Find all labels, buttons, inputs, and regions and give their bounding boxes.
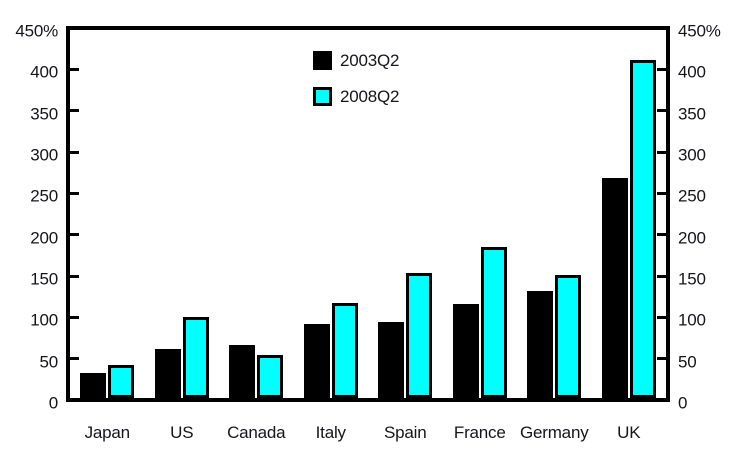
bar-2008q2-france xyxy=(480,247,507,398)
bar-2003q2-uk xyxy=(601,178,628,398)
x-axis-labels: Japan US Canada Italy Spain France Germany UK xyxy=(70,423,666,443)
x-axis-label-spain: Spain xyxy=(384,423,427,442)
y-axis-label-right: 250 xyxy=(678,186,706,206)
y-tick-right xyxy=(657,274,666,278)
y-axis-label-left: 250 xyxy=(30,186,58,206)
y-axis-label-left: 0 xyxy=(48,393,58,413)
bar-group-us xyxy=(145,30,220,398)
y-tick-left xyxy=(70,109,79,113)
bar-2008q2-germany xyxy=(555,275,582,398)
legend-label-2003q2: 2003Q2 xyxy=(340,51,400,70)
y-axis-label-left: 350 xyxy=(30,104,58,124)
y-tick-right xyxy=(657,150,666,154)
y-tick-left xyxy=(70,315,79,319)
x-axis-label-us: US xyxy=(170,423,194,442)
y-axis-label-left: 450% xyxy=(15,21,58,41)
bar-group-japan xyxy=(70,30,145,398)
y-tick-right xyxy=(657,315,666,319)
y-axis-label-right: 200 xyxy=(678,228,706,248)
y-axis-label-right: 350 xyxy=(678,104,706,124)
y-axis-label-left: 400 xyxy=(30,62,58,82)
bar-2008q2-italy xyxy=(331,303,358,398)
y-axis-label-right: 400 xyxy=(678,62,706,82)
bar-group-spain xyxy=(368,30,443,398)
y-tick-left xyxy=(70,150,79,154)
y-axis-label-left: 150 xyxy=(30,269,58,289)
y-tick-left xyxy=(70,191,79,195)
y-axis-label-right: 50 xyxy=(678,352,697,372)
y-axis-label-left: 50 xyxy=(39,352,58,372)
bar-2008q2-uk xyxy=(629,60,656,398)
y-axis-label-right: 300 xyxy=(678,145,706,165)
y-axis-label-right: 150 xyxy=(678,269,706,289)
legend-swatch-2008q2 xyxy=(313,87,332,106)
bar-2003q2-france xyxy=(452,304,479,398)
bar-2008q2-us xyxy=(182,317,209,398)
x-axis-label-germany: Germany xyxy=(519,423,589,442)
legend-item-2008q2: 2008Q2 xyxy=(313,87,399,106)
bar-2008q2-japan xyxy=(108,365,135,398)
bar-group-italy xyxy=(294,30,369,398)
y-axis-label-left: 200 xyxy=(30,228,58,248)
bar-2008q2-canada xyxy=(257,355,284,398)
bar-group-france xyxy=(443,30,518,398)
y-tick-right xyxy=(657,109,666,113)
bar-group-canada xyxy=(219,30,294,398)
bar-2008q2-spain xyxy=(406,273,433,398)
bar-2003q2-germany xyxy=(527,291,554,398)
y-tick-right xyxy=(657,233,666,237)
y-axis-label-right: 0 xyxy=(678,393,688,413)
y-tick-right xyxy=(657,67,666,71)
y-tick-left xyxy=(70,274,79,278)
y-axis-label-left: 100 xyxy=(30,310,58,330)
y-axis-label-right: 100 xyxy=(678,310,706,330)
bar-2003q2-spain xyxy=(378,322,405,398)
y-tick-left xyxy=(70,233,79,237)
legend-label-2008q2: 2008Q2 xyxy=(340,87,400,106)
x-axis-label-canada: Canada xyxy=(227,423,286,442)
y-tick-right xyxy=(657,357,666,361)
bar-2003q2-japan xyxy=(80,373,107,398)
y-tick-left xyxy=(70,67,79,71)
y-axis-label-left: 300 xyxy=(30,145,58,165)
legend: 2003Q2 2008Q2 xyxy=(313,51,399,106)
x-axis-label-italy: Italy xyxy=(315,423,346,442)
legend-swatch-2003q2 xyxy=(313,51,332,70)
x-axis-label-japan: Japan xyxy=(84,423,131,442)
legend-item-2003q2: 2003Q2 xyxy=(313,51,399,70)
bar-group-germany xyxy=(517,30,592,398)
bar-2003q2-italy xyxy=(303,324,330,398)
bar-2003q2-canada xyxy=(229,345,256,398)
y-tick-right xyxy=(657,191,666,195)
y-axis-label-right: 450% xyxy=(678,21,721,41)
bar-group-uk xyxy=(592,30,667,398)
x-axis-label-uk: UK xyxy=(617,423,641,442)
y-tick-left xyxy=(70,357,79,361)
bar-2003q2-us xyxy=(154,349,181,398)
bars-area xyxy=(70,30,666,398)
x-axis-label-france: France xyxy=(453,423,506,442)
